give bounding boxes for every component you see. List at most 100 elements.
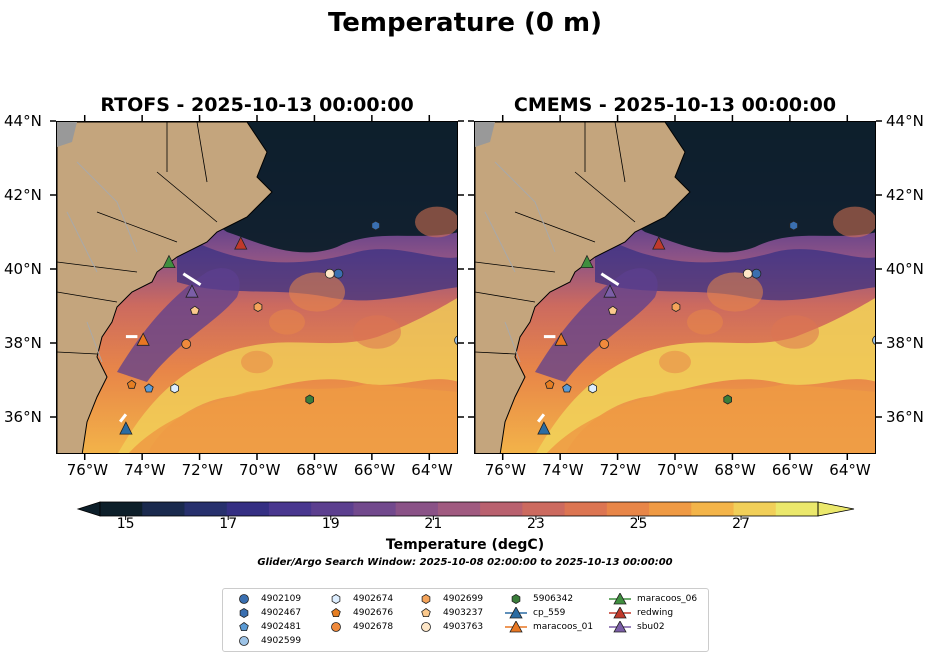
colorbar-segment	[100, 502, 143, 516]
legend-item: maracoos_01	[505, 621, 593, 633]
glider-marker-maracoos_06	[162, 254, 176, 269]
legend-item: redwing	[609, 607, 673, 619]
colorbar-segment	[142, 502, 185, 516]
glider-marker-redwing	[234, 236, 248, 250]
lon-tick-label: 68°W	[714, 461, 756, 479]
argo-marker-4902699	[671, 302, 681, 312]
lat-tick-label: 42°N	[886, 186, 924, 204]
colorbar-segment	[353, 502, 397, 516]
legend-label: 4902481	[261, 622, 302, 632]
argo-marker-4902678	[599, 339, 610, 349]
colorbar-tick-label: 17	[219, 516, 238, 532]
colorbar	[76, 501, 855, 520]
argo-marker-5906342	[723, 394, 733, 405]
colorbar-segment	[226, 502, 270, 516]
lon-tick-label: 68°W	[296, 461, 338, 479]
argo-marker-4902699	[253, 302, 263, 312]
legend-label: 4902467	[261, 608, 302, 618]
colorbar-tick-label: 21	[424, 516, 443, 532]
lon-tick-label: 72°W	[599, 461, 641, 479]
legend-item: 4902481	[233, 621, 301, 633]
glider-marker-sbu02	[603, 284, 617, 298]
argo-marker-4903237	[608, 305, 618, 315]
colorbar-segment	[733, 502, 777, 516]
colorbar-segment	[437, 502, 481, 516]
lat-tick-label: 36°N	[4, 408, 42, 426]
argo-marker-4903763	[324, 268, 335, 279]
colorbar-segment	[480, 502, 523, 516]
legend-label: cp_559	[533, 608, 566, 618]
legend-item: 4902109	[233, 593, 301, 605]
colorbar-segment	[268, 502, 312, 516]
legend-item: 4902674	[325, 593, 393, 605]
legend-label: redwing	[637, 608, 674, 618]
colorbar-segment	[775, 502, 819, 516]
hexagon-marker-icon	[421, 594, 431, 604]
rtofs-panel-title: RTOFS - 2025-10-13 00:00:00	[100, 94, 414, 116]
argo-marker-4902481	[562, 383, 572, 393]
lon-tick-label: 66°W	[353, 461, 396, 479]
colorbar-segment	[184, 502, 228, 516]
cmems-panel-title: CMEMS - 2025-10-13 00:00:00	[513, 94, 837, 116]
lon-tick-label: 70°W	[239, 461, 281, 479]
glider-marker-maracoos_01	[136, 332, 150, 346]
legend-label: maracoos_01	[533, 622, 594, 632]
legend-item: 4903763	[415, 621, 483, 633]
glider-marker-maracoos_01	[554, 332, 568, 346]
triangle-line-marker-icon	[609, 607, 631, 619]
argo-marker-4902467	[371, 220, 381, 231]
circle-marker-icon	[239, 594, 249, 604]
argo-marker-4902674	[588, 383, 597, 394]
argo-marker-4903237	[190, 305, 200, 315]
legend-item: 4902599	[233, 635, 301, 647]
argo-marker-4902481	[144, 383, 154, 393]
glider-marker-cp_559	[537, 421, 551, 435]
legend-item: 4902699	[415, 593, 483, 605]
argo-marker-4903763	[742, 268, 753, 279]
colorbar-segment	[691, 502, 735, 516]
lat-tick-label: 40°N	[886, 260, 924, 278]
pentagon-marker-icon	[239, 622, 249, 632]
colorbar-segment	[564, 502, 608, 516]
lon-tick-label: 74°W	[542, 461, 584, 479]
pentagon-marker-icon	[331, 608, 341, 618]
triangle-line-marker-icon	[505, 621, 527, 633]
legend-label: 4903237	[443, 608, 484, 618]
argo-marker-4902599	[454, 335, 457, 345]
legend-item: sbu02	[609, 621, 665, 633]
glider-marker-maracoos_06	[580, 254, 594, 269]
glider-marker-redwing	[652, 236, 666, 250]
argo-marker-4902599	[872, 335, 875, 345]
lon-tick-label: 76°W	[484, 461, 527, 479]
colorbar-segment	[395, 502, 439, 516]
pentagon-marker-icon	[421, 608, 431, 618]
circle-marker-icon	[239, 636, 249, 646]
lon-tick-label: 74°W	[124, 461, 166, 479]
lon-tick-label: 64°W	[411, 461, 453, 479]
argo-marker-5906342	[305, 394, 315, 405]
legend-label: 4902674	[353, 594, 394, 604]
triangle-line-marker-icon	[505, 607, 527, 619]
search-window-note: Glider/Argo Search Window: 2025-10-08 02…	[257, 557, 673, 568]
hexagon-marker-icon	[511, 594, 521, 604]
colorbar-segment	[606, 502, 650, 516]
lon-tick-label: 64°W	[829, 461, 871, 479]
lon-tick-label: 70°W	[657, 461, 699, 479]
legend-label: 4902599	[261, 636, 302, 646]
legend-label: 4902699	[443, 594, 484, 604]
legend-label: 4903763	[443, 622, 484, 632]
lat-tick-label: 40°N	[4, 260, 42, 278]
legend-item: 4902676	[325, 607, 393, 619]
argo-marker-4902674	[170, 383, 179, 394]
rtofs-map	[56, 121, 458, 454]
legend-label: 4902676	[353, 608, 394, 618]
argo-marker-4902678	[181, 339, 192, 349]
legend-label: sbu02	[637, 622, 665, 632]
argo-marker-4902676	[126, 379, 137, 389]
colorbar-label: Temperature (degC)	[385, 537, 545, 553]
legend-label: maracoos_06	[637, 594, 698, 604]
legend-label: 4902109	[261, 594, 302, 604]
legend-label: 4902678	[353, 622, 394, 632]
lon-tick-label: 66°W	[771, 461, 814, 479]
argo-marker-4902467	[789, 220, 799, 231]
